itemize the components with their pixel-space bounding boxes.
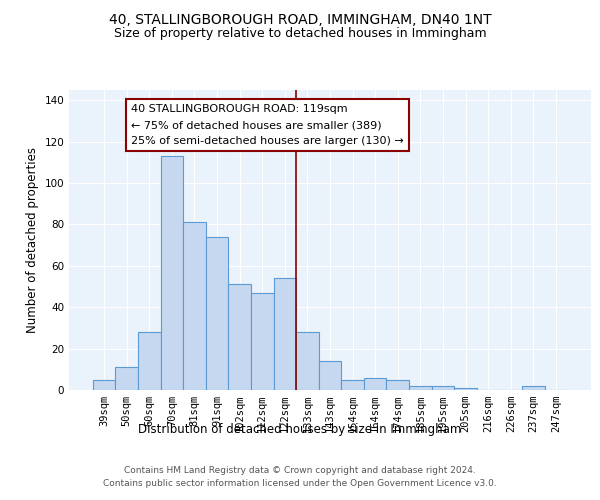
Y-axis label: Number of detached properties: Number of detached properties (26, 147, 39, 333)
Bar (454, 388, 477, 390)
Text: Size of property relative to detached houses in Immingham: Size of property relative to detached ho… (113, 28, 487, 40)
Text: 40, STALLINGBOROUGH ROAD, IMMINGHAM, DN40 1NT: 40, STALLINGBOROUGH ROAD, IMMINGHAM, DN4… (109, 12, 491, 26)
Bar (341, 380, 364, 390)
Bar (93, 380, 115, 390)
Bar (115, 367, 138, 390)
Bar (409, 386, 431, 390)
Bar (522, 386, 545, 390)
Bar (431, 386, 454, 390)
Bar (229, 284, 251, 390)
Text: Contains HM Land Registry data © Crown copyright and database right 2024.
Contai: Contains HM Land Registry data © Crown c… (103, 466, 497, 487)
Bar (386, 380, 409, 390)
Text: 40 STALLINGBOROUGH ROAD: 119sqm
← 75% of detached houses are smaller (389)
25% o: 40 STALLINGBOROUGH ROAD: 119sqm ← 75% of… (131, 104, 404, 146)
Bar (274, 278, 296, 390)
Bar (183, 222, 206, 390)
Bar (138, 332, 161, 390)
Bar (319, 361, 341, 390)
Bar (296, 332, 319, 390)
Bar (206, 237, 229, 390)
Text: Distribution of detached houses by size in Immingham: Distribution of detached houses by size … (139, 422, 461, 436)
Bar (161, 156, 183, 390)
Bar (364, 378, 386, 390)
Bar (251, 293, 274, 390)
